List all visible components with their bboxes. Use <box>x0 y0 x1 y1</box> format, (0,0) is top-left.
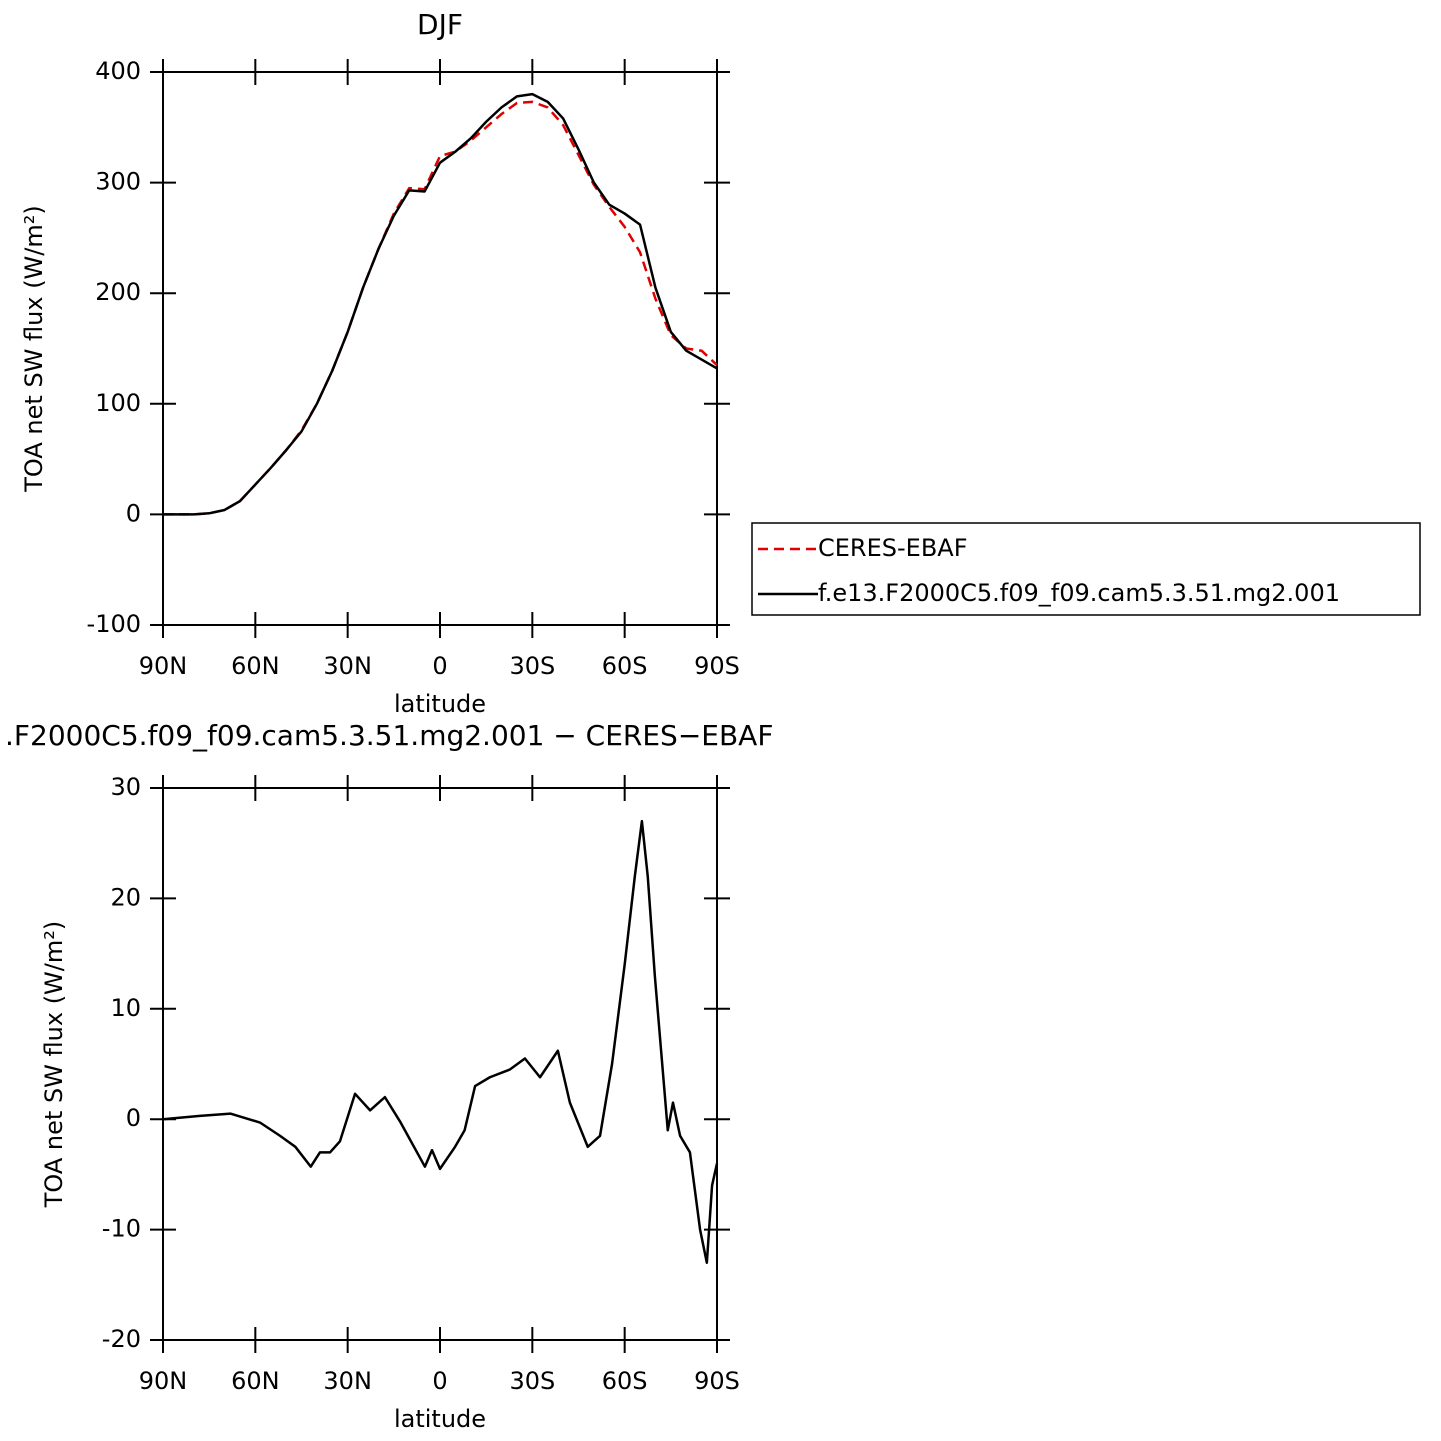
legend-box <box>751 522 1421 616</box>
data-line <box>163 92 718 516</box>
y-axis-label: TOA net SW flux (W/m²) <box>20 205 48 493</box>
chart-title: .F2000C5.f09_f09.cam5.3.51.mg2.001 − CER… <box>5 719 773 752</box>
x-tick-label: 90N <box>139 1367 188 1395</box>
x-tick-label: 30S <box>509 652 555 680</box>
y-tick-label: 200 <box>95 278 141 306</box>
y-axis-label: TOA net SW flux (W/m²) <box>40 921 68 1209</box>
plot-frame <box>162 71 718 626</box>
x-tick-label: 90N <box>139 652 188 680</box>
plot-frame <box>162 787 718 1341</box>
x-tick-label: 30N <box>323 652 372 680</box>
y-tick-label: 0 <box>126 499 141 527</box>
x-tick-label: 60S <box>602 1367 648 1395</box>
y-tick-label: -10 <box>102 1215 141 1243</box>
y-tick-label: 300 <box>95 168 141 196</box>
chart-title: DJF <box>417 8 463 41</box>
y-tick-label: -20 <box>102 1325 141 1353</box>
x-axis-label: latitude <box>394 690 486 718</box>
y-tick-label: -100 <box>87 610 141 638</box>
x-tick-label: 0 <box>432 1367 447 1395</box>
x-tick-label: 90S <box>694 652 740 680</box>
y-tick-label: 100 <box>95 389 141 417</box>
x-tick-label: 0 <box>432 652 447 680</box>
y-tick-label: 10 <box>110 994 141 1022</box>
x-tick-label: 60N <box>231 652 280 680</box>
data-line <box>162 819 719 1264</box>
y-tick-label: 20 <box>110 883 141 911</box>
x-tick-label: 60N <box>231 1367 280 1395</box>
x-tick-label: 30S <box>509 1367 555 1395</box>
legend-label: CERES-EBAF <box>818 534 968 562</box>
x-tick-label: 60S <box>602 652 648 680</box>
legend-label: f.e13.F2000C5.f09_f09.cam5.3.51.mg2.001 <box>818 579 1340 607</box>
x-tick-label: 30N <box>323 1367 372 1395</box>
x-tick-label: 90S <box>694 1367 740 1395</box>
y-tick-label: 30 <box>110 773 141 801</box>
y-tick-label: 400 <box>95 57 141 85</box>
x-axis-label: latitude <box>394 1405 486 1433</box>
y-tick-label: 0 <box>126 1104 141 1132</box>
